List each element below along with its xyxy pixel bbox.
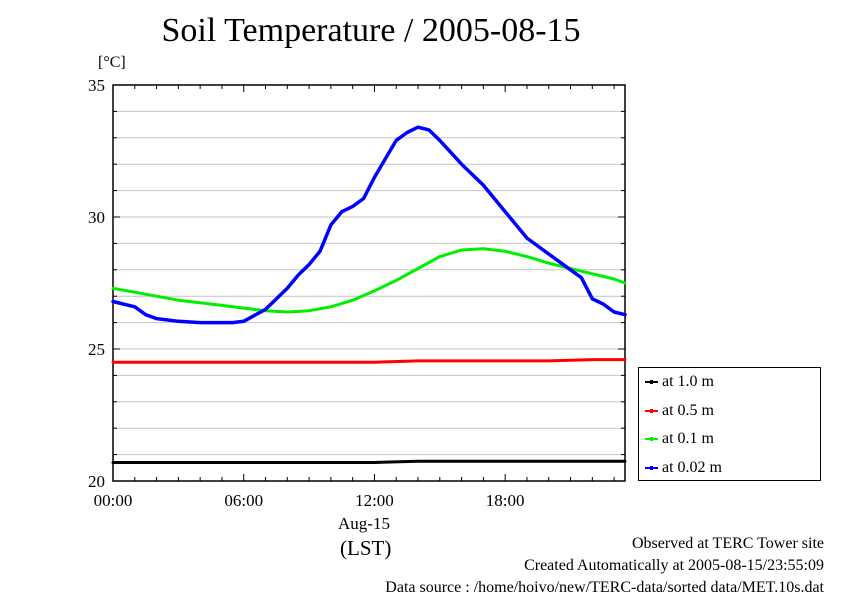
legend-label: at 0.1 m xyxy=(662,430,714,447)
x-axis-date-label: Aug-15 xyxy=(338,514,390,533)
legend-label: at 0.02 m xyxy=(662,458,722,476)
legend-label: at 0.5 m xyxy=(662,401,714,419)
legend-swatch xyxy=(645,408,658,413)
series-line-at-1-0-m xyxy=(111,459,627,464)
plot-frame xyxy=(112,84,626,482)
y-tick-label: 30 xyxy=(88,208,105,227)
chart-title: Soil Temperature / 2005-08-15 xyxy=(161,12,581,49)
y-axis-unit-label: [°C] xyxy=(98,54,126,71)
series-line-at-0-1-m xyxy=(111,247,627,314)
y-tick-label: 35 xyxy=(88,76,105,95)
x-tick-label: 00:00 xyxy=(94,491,133,510)
x-tick-label: 06:00 xyxy=(224,491,263,510)
footer-source: Data source : /home/hoivo/new/TERC-data/… xyxy=(385,579,824,596)
x-axis-timezone-label: (LST) xyxy=(340,536,392,560)
x-tick-label: 18:00 xyxy=(486,491,525,510)
legend-item: at 0.5 m xyxy=(645,401,714,421)
x-tick-label: 12:00 xyxy=(355,491,394,510)
legend-item: at 0.02 m xyxy=(645,458,722,478)
legend-item: at 0.1 m xyxy=(645,429,714,449)
series-line-at-0-02-m xyxy=(111,125,627,325)
legend-label: at 1.0 m xyxy=(662,373,714,390)
legend-swatch xyxy=(645,437,658,441)
chart-legend: at 1.0 m at 0.5 m at 0.1 m at 0.02 m xyxy=(638,367,821,481)
y-tick-label: 25 xyxy=(88,340,105,359)
legend-swatch xyxy=(645,380,658,384)
legend-swatch xyxy=(645,465,658,470)
legend-item: at 1.0 m xyxy=(645,372,714,392)
series-line-at-0-5-m xyxy=(111,358,627,364)
footer-observed: Observed at TERC Tower site xyxy=(631,535,824,552)
y-tick-label: 20 xyxy=(88,472,105,491)
footer-created: Created Automatically at 2005-08-15/23:5… xyxy=(524,557,824,574)
